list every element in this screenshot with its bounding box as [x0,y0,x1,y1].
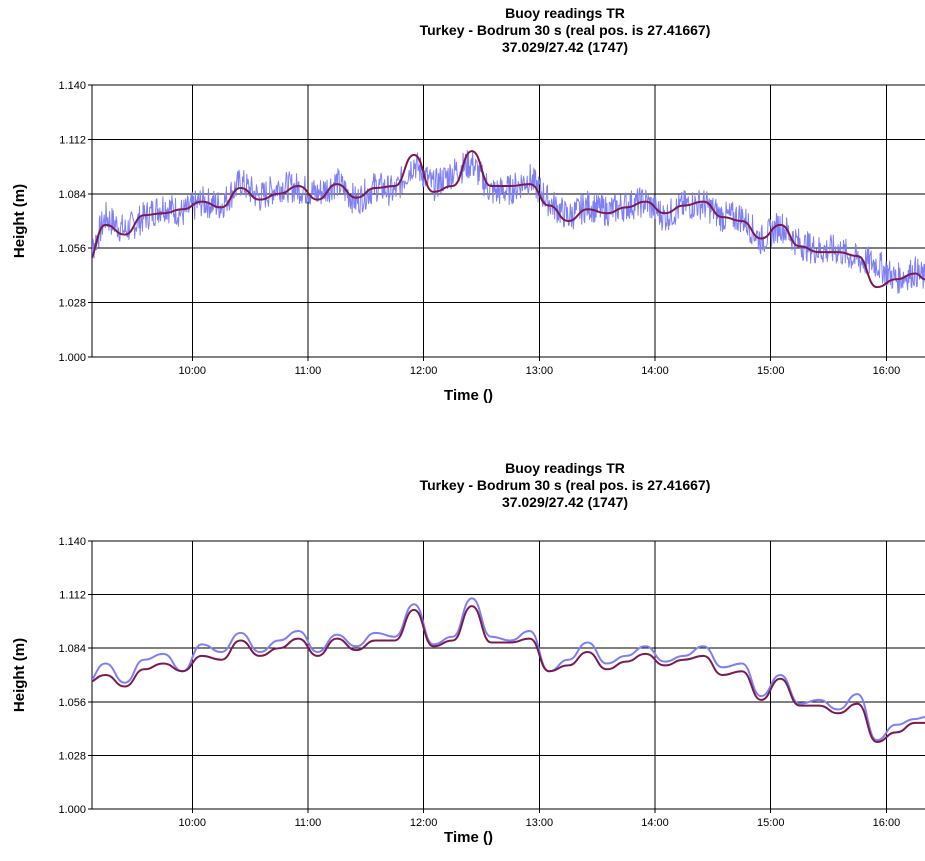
y-tick-label: 1.084 [58,189,86,201]
y-axis-label: Height (m) [11,184,28,258]
y-axis-label: Height (m) [11,638,28,712]
x-tick-label: 16:00 [873,817,901,829]
x-tick-label: 15:00 [757,817,785,829]
x-axis-label: Time () [444,829,493,846]
y-tick-label: 1.028 [58,750,86,762]
x-tick-label: 14:00 [641,817,669,829]
y-tick-label: 1.028 [58,298,86,310]
x-axis-label: Time () [444,387,493,404]
chart-title-block: Buoy readings TR Turkey - Bodrum 30 s (r… [350,460,780,511]
plot-area-top: 1.000 1.028 1.056 1.084 1.112 1.140 10:00 11:00… [11,80,925,404]
chart-subtitle-location: Turkey - Bodrum 30 s (real pos. is 27.41… [419,22,711,38]
y-tick-label: 1.140 [58,536,86,548]
y-tick-label: 1.084 [58,643,86,655]
y-tick-label: 1.112 [59,590,86,602]
x-tick-label: 13:00 [526,365,554,377]
x-tick-label: 11:00 [295,817,322,829]
y-tick-label: 1.056 [58,243,86,255]
x-tick-label: 16:00 [873,365,901,377]
x-tick-label: 10:00 [179,365,207,377]
chart-title: Buoy readings TR [505,460,625,476]
y-tick-label: 1.000 [58,804,86,816]
x-tick-label: 13:00 [526,817,554,829]
x-tick-label: 12:00 [410,365,438,377]
smoothed-readings-line [92,605,925,743]
buoy-chart-top: Buoy readings TR Turkey - Bodrum 30 s (r… [0,0,925,430]
chart-subtitle-coordinates: 37.029/27.42 (1747) [501,39,629,55]
chart-title-block: Buoy readings TR Turkey - Bodrum 30 s (r… [350,5,780,56]
y-tick-label: 1.112 [59,134,86,146]
chart-title: Buoy readings TR [505,5,625,21]
x-tick-label: 15:00 [757,365,785,377]
x-tick-label: 10:00 [179,817,207,829]
raw-readings-line [92,149,925,294]
grid-lines [92,84,925,358]
y-tick-label: 1.140 [58,80,86,92]
x-tick-label: 12:00 [410,817,438,829]
buoy-chart-bottom: Buoy readings TR Turkey - Bodrum 30 s (r… [0,452,925,861]
grid-lines [92,540,925,810]
y-tick-label: 1.000 [58,352,86,364]
smoothed-readings-line [92,597,925,742]
chart-subtitle-location: Turkey - Bodrum 30 s (real pos. is 27.41… [419,477,711,493]
smoothed-readings-line [92,150,925,289]
y-tick-label: 1.056 [58,697,86,709]
plot-area-bottom: 1.000 1.028 1.056 1.084 1.112 1.140 10:00 11:00… [11,536,925,846]
x-tick-label: 11:00 [295,365,322,377]
chart-subtitle-coordinates: 37.029/27.42 (1747) [501,494,629,510]
x-tick-label: 14:00 [641,365,669,377]
